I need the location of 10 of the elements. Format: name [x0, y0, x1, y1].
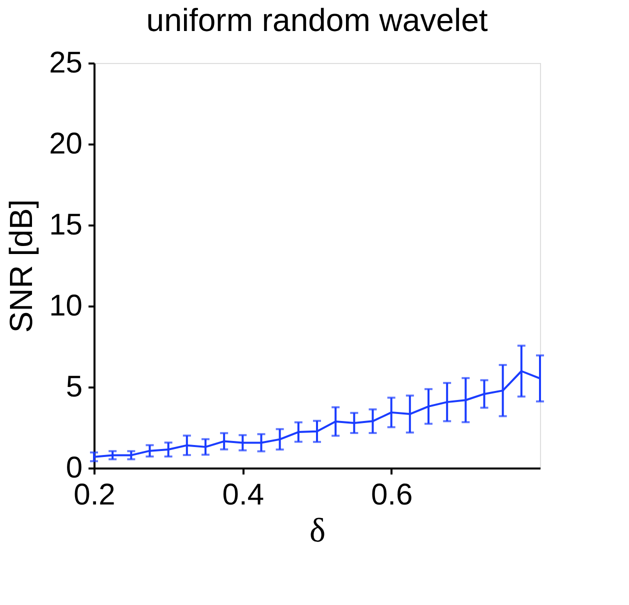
x-tick-label: 0.6 [370, 478, 413, 512]
y-tick-label: 10 [49, 290, 82, 322]
x-tick-label: 0.4 [222, 478, 264, 512]
y-tick-label: 5 [66, 370, 82, 404]
y-axis-title: SNR [dB] [3, 199, 40, 333]
y-tick-label: 20 [49, 128, 82, 160]
y-tick-label: 15 [49, 208, 82, 242]
x-axis-title: δ [309, 512, 326, 550]
chart-title: uniform random wavelet [146, 2, 488, 38]
y-tick-label: 25 [49, 46, 82, 80]
